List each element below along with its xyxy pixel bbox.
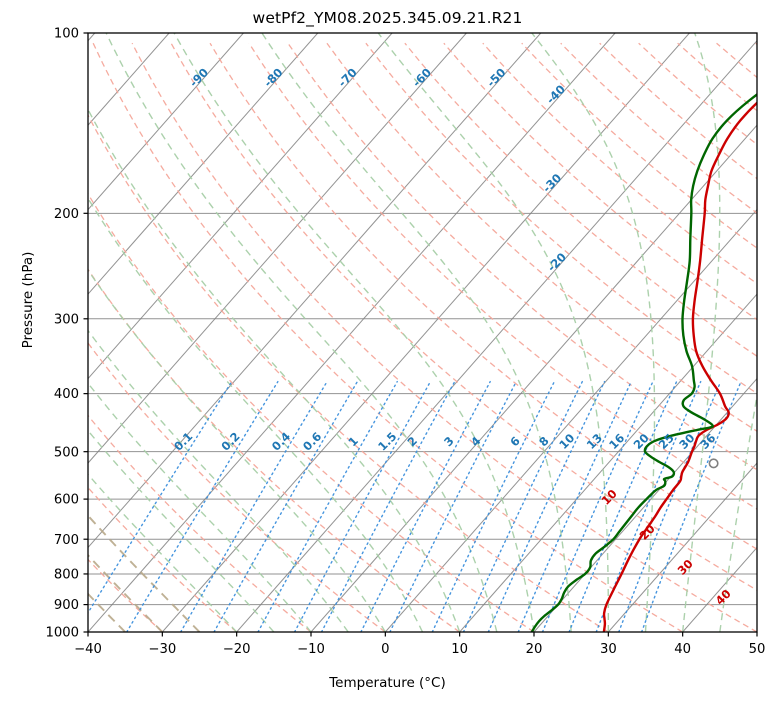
y-tick-label: 900 [54, 598, 79, 613]
dry-adiabat-line [248, 42, 757, 510]
x-tick-label: 0 [381, 642, 389, 657]
lcl-marker [708, 458, 719, 469]
y-tick-label: 700 [54, 533, 79, 548]
isotherm-line [88, 33, 393, 380]
mixing-ratio-line [462, 380, 583, 632]
mixing-ratio-line [180, 380, 328, 632]
isotherm-line [161, 33, 690, 632]
dry-adiabat-line [131, 42, 757, 632]
isotherm-line [310, 124, 757, 632]
axis-tick-layer: −40 −30 −20 −10 0 10 20 30 40 50 100 200 300 400 500 60… [45, 27, 765, 657]
x-tick-label: −40 [74, 642, 102, 657]
y-tick-label: 600 [54, 493, 79, 508]
isotherm-line [88, 33, 319, 295]
mixing-ratio-line [517, 380, 632, 632]
mixing-ratio-line [126, 380, 279, 632]
mixing-ratio-line [293, 380, 432, 632]
x-tick-label: −20 [223, 642, 251, 657]
mixing-ratio-line [487, 380, 606, 632]
moist-adiabat-line [681, 33, 721, 632]
chart-title: wetPf2_YM08.2025.345.09.21.R21 [252, 9, 523, 27]
dry-adiabat-line [88, 558, 163, 632]
isotherm-line [533, 377, 757, 632]
x-tick-label: 40 [674, 642, 691, 657]
isotherm-line [88, 33, 96, 42]
moist-adiabat-line [88, 268, 386, 632]
mixing-ratio-line [88, 380, 233, 615]
y-tick-label: 800 [54, 568, 79, 583]
moist-adiabat-line [105, 33, 498, 632]
moist-adiabat-line [531, 33, 656, 632]
y-tick-label: 1000 [45, 626, 79, 641]
isotherm-line [756, 631, 757, 632]
moist-adiabat-line [377, 33, 610, 632]
x-tick-label: 10 [451, 642, 468, 657]
moist-adiabat-line [261, 33, 572, 632]
isotherm-line [88, 33, 616, 632]
plot-frame [87, 32, 758, 633]
dry-adiabat-line [88, 113, 609, 632]
dry-adiabat-line [88, 192, 535, 632]
mixing-ratio-line [541, 380, 654, 632]
y-tick-label: 400 [54, 387, 79, 402]
mixing-ratio-line [320, 380, 456, 632]
moist-adiabat-line [719, 391, 757, 632]
moist-adiabat-line [173, 33, 535, 632]
x-tick-label: 20 [526, 642, 543, 657]
dry-adiabat-line [482, 42, 757, 285]
y-tick-label: 500 [54, 445, 79, 460]
x-tick-label: 30 [600, 642, 617, 657]
moist-adiabat-line [88, 329, 349, 632]
x-tick-label: −10 [297, 642, 325, 657]
data-layer [530, 93, 757, 632]
isotherm-line [607, 462, 757, 632]
mixing-ratio-line [257, 380, 398, 632]
x-tick-label: 50 [749, 642, 766, 657]
x-tick-label: −30 [148, 642, 176, 657]
dry-adiabat-line [88, 486, 238, 632]
dry-adiabat-line [88, 268, 461, 632]
y-tick-label: 100 [54, 27, 79, 42]
y-tick-label: 200 [54, 207, 79, 222]
isotherm-line [88, 33, 542, 549]
mixing-ratio-line [389, 380, 517, 632]
mixing-ratio-line [213, 380, 359, 632]
mixing-ratio-line [595, 380, 702, 632]
moist-adiabat-line [88, 108, 461, 632]
x-axis-label: Temperature (°C) [329, 675, 446, 691]
mixing-ratio-line [431, 380, 556, 632]
isotherm-line [88, 33, 244, 211]
dry-adiabat-line [209, 42, 757, 550]
temperature-profile-line [602, 101, 757, 632]
isotherm-line [236, 39, 757, 632]
dry-adiabat-line [92, 42, 684, 632]
moist-adiabat-line [0, 33, 51, 632]
isotherm-line [88, 33, 467, 464]
dry-adiabat-line [755, 42, 757, 46]
moist-adiabat-line [756, 627, 757, 632]
mixing-ratio-line [360, 380, 491, 632]
y-tick-label: 300 [54, 312, 79, 327]
moist-adiabat-line [88, 197, 424, 632]
dewpoint-profile-line [530, 93, 757, 632]
isotherm-line [384, 208, 757, 632]
